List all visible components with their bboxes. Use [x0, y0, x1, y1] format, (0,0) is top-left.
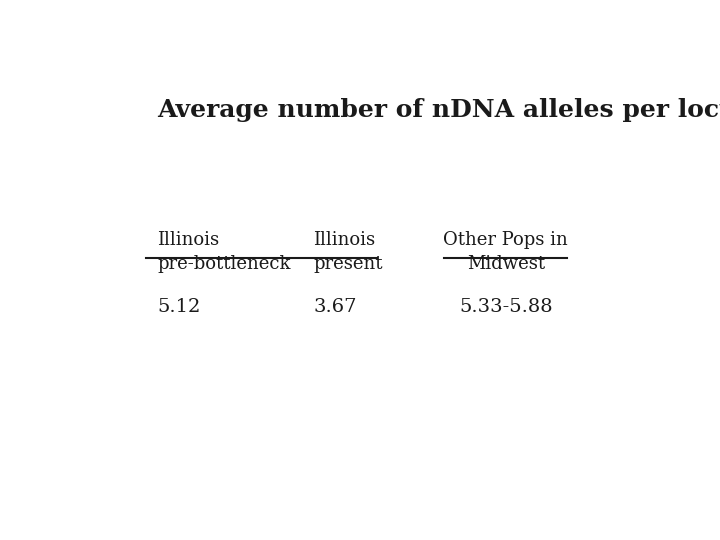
- Text: 5.12: 5.12: [157, 298, 200, 316]
- Text: Average number of nDNA alleles per locus: Average number of nDNA alleles per locus: [157, 98, 720, 122]
- Text: Illinois
present: Illinois present: [313, 231, 383, 273]
- Text: 5.33-5.88: 5.33-5.88: [459, 298, 552, 316]
- Text: Illinois
pre-bottleneck: Illinois pre-bottleneck: [157, 231, 290, 273]
- Text: 3.67: 3.67: [313, 298, 356, 316]
- Text: Other Pops in
Midwest: Other Pops in Midwest: [444, 231, 568, 273]
